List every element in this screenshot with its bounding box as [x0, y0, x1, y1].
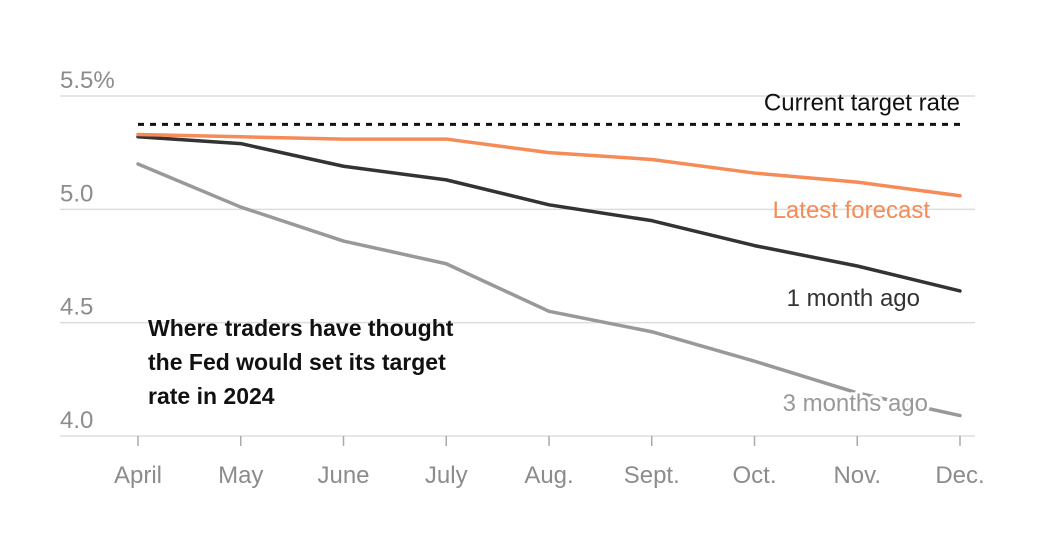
current-target-rate-label: Current target rate	[764, 89, 960, 116]
x-tick-label: June	[317, 462, 369, 489]
series-lines	[136, 132, 962, 418]
chart-title-line: Where traders have thought	[148, 315, 454, 341]
series-label-halo: 3 months ago	[783, 390, 928, 417]
y-tick-label: 5.5%	[60, 67, 115, 94]
series-line-latest-forecast	[136, 132, 962, 198]
reference-line-group: Current target rate	[138, 89, 960, 126]
x-tick-label: May	[218, 462, 263, 489]
x-tick-label: Sept.	[624, 462, 680, 489]
series-label: 3 months ago	[783, 390, 928, 417]
series-line-1-month-ago	[136, 135, 962, 293]
y-tick-label: 4.0	[60, 407, 93, 434]
chart-title-line: rate in 2024	[148, 383, 275, 409]
series-label: Latest forecast	[773, 197, 931, 224]
y-tick-label: 4.5	[60, 294, 93, 321]
chart-title: Where traders have thought the Fed would …	[148, 315, 454, 409]
x-tick-label: July	[425, 462, 468, 489]
x-tick-label: Dec.	[935, 462, 984, 489]
gridlines	[60, 95, 975, 437]
chart-title-line: the Fed would set its target	[148, 349, 446, 375]
series-label: 1 month ago	[787, 285, 920, 312]
x-tick-label: Oct.	[732, 462, 776, 489]
x-tick-label: Nov.	[833, 462, 881, 489]
x-axis: April May June July Aug. Sept. Oct. Nov. Dec.	[114, 436, 985, 489]
y-tick-label: 5.0	[60, 180, 93, 207]
y-axis-tick-labels: 4.0 4.5 5.0 5.5%	[60, 67, 115, 434]
x-tick-label: April	[114, 462, 162, 489]
x-tick-label: Aug.	[524, 462, 573, 489]
series-line-3-months-ago	[136, 162, 962, 418]
